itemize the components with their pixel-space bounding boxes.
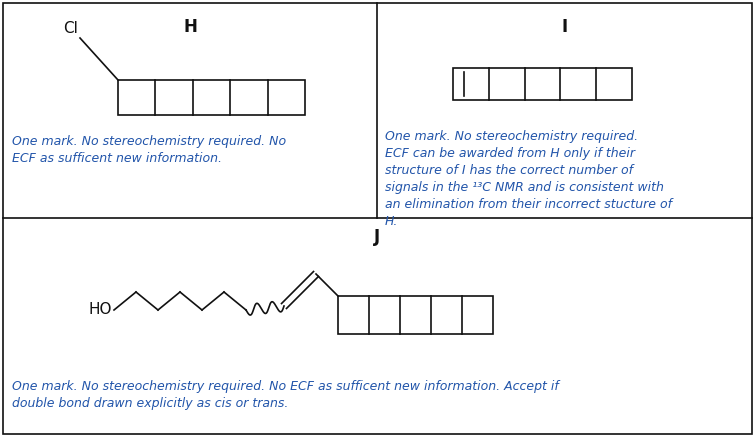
Text: HO: HO: [88, 302, 112, 318]
Text: H: H: [183, 18, 197, 36]
Text: I: I: [562, 18, 568, 36]
Bar: [118, 80, 305, 115]
Text: Cl: Cl: [63, 21, 78, 36]
Text: One mark. No stereochemistry required.
ECF can be awarded from H only if their
s: One mark. No stereochemistry required. E…: [385, 130, 672, 228]
Text: J: J: [374, 228, 380, 246]
Text: One mark. No stereochemistry required. No ECF as sufficent new information. Acce: One mark. No stereochemistry required. N…: [12, 380, 559, 410]
Bar: [338, 296, 493, 334]
Bar: [453, 68, 632, 100]
Text: One mark. No stereochemistry required. No
ECF as sufficent new information.: One mark. No stereochemistry required. N…: [12, 135, 286, 165]
